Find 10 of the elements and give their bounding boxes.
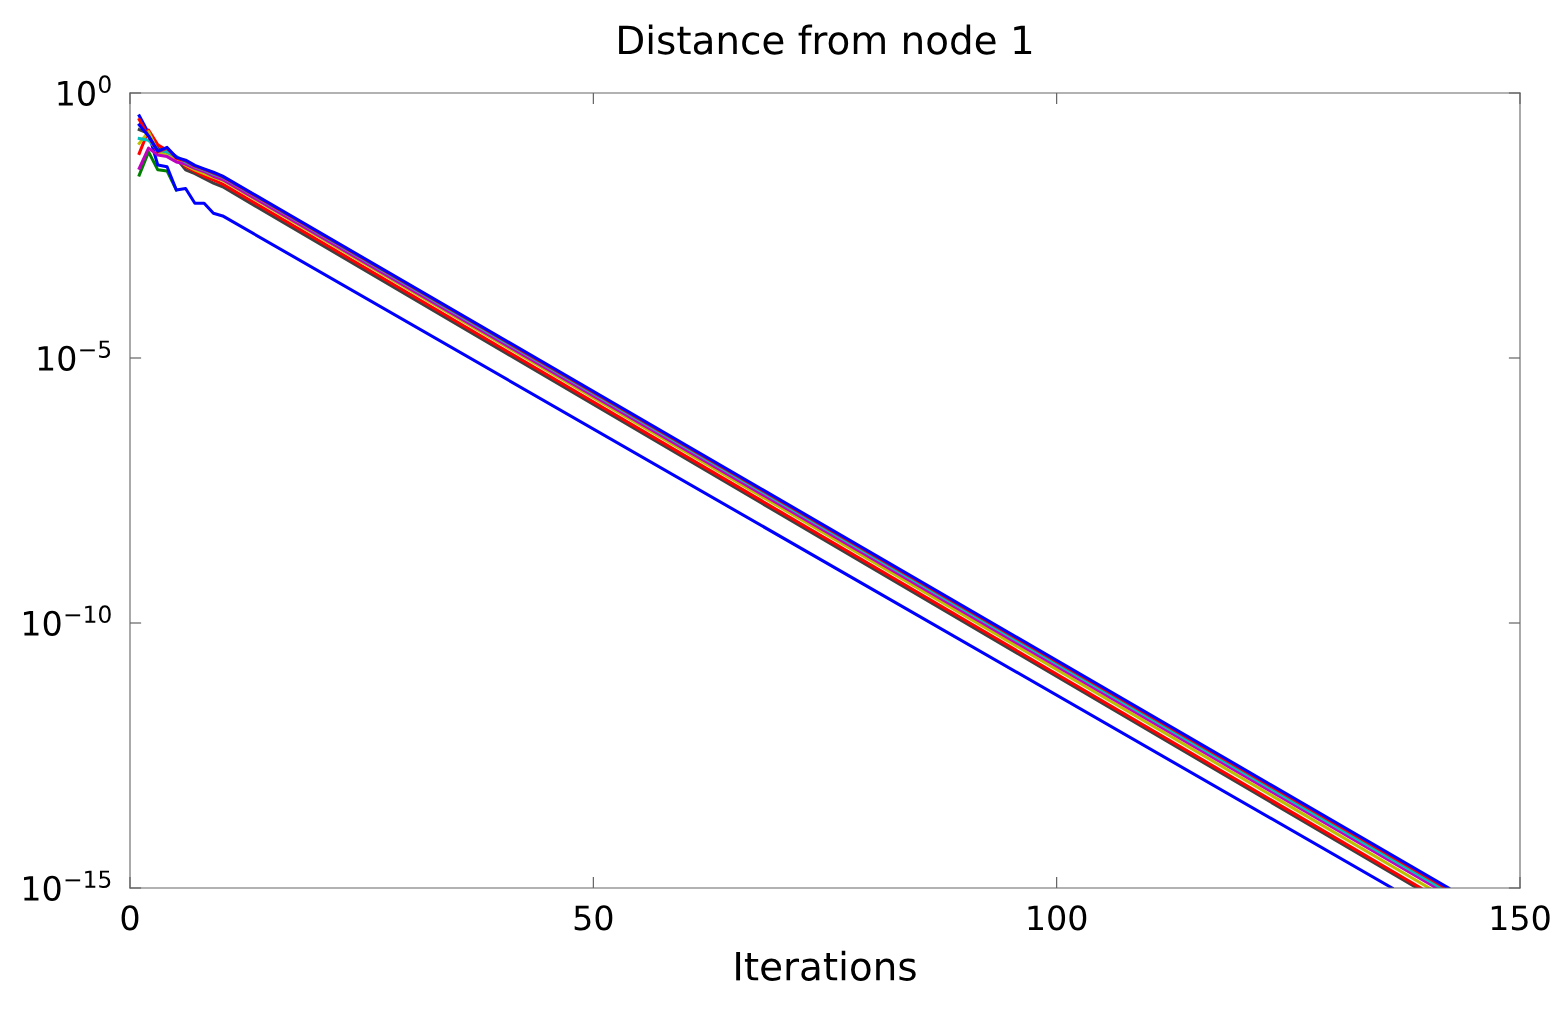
- y-tick-label: 10$^{−5}$: [38, 340, 111, 371]
- y-tick-label: 10$^{0}$: [58, 75, 111, 106]
- y-tick-label: 10$^{−10}$: [23, 605, 111, 636]
- x-tick-label: 50: [574, 905, 613, 931]
- x-tick-label: 0: [121, 905, 139, 931]
- y-tick-label: 10$^{−15}$: [23, 870, 111, 901]
- x-tick-label: 150: [1491, 905, 1550, 931]
- x-tick-label: 100: [1028, 905, 1087, 931]
- chart-title: Distance from node 1: [619, 24, 1032, 55]
- x-axis-title: Iterations: [736, 950, 916, 981]
